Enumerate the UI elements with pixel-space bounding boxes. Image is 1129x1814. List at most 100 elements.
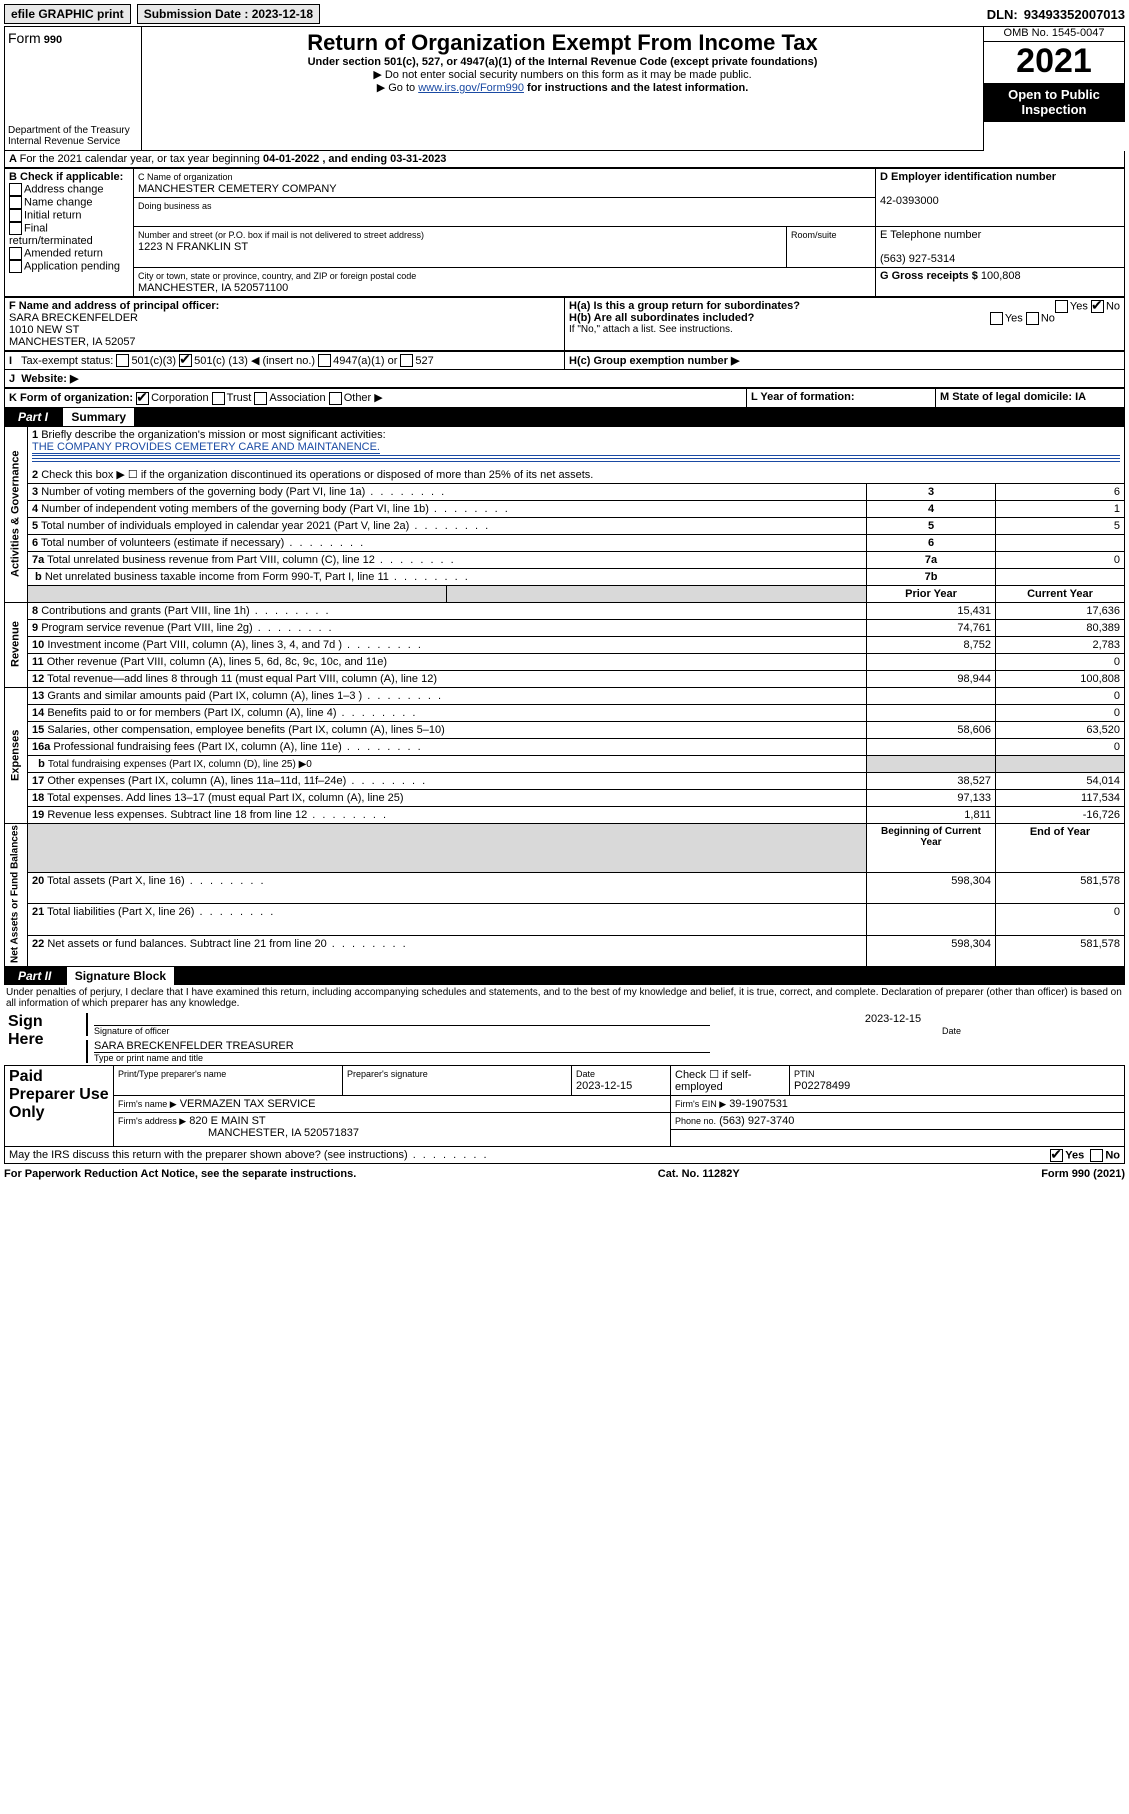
hb-yes-checkbox[interactable] <box>990 312 1003 325</box>
h-a: H(a) Is this a group return for subordin… <box>569 300 1120 312</box>
side-revenue: Revenue <box>5 602 28 687</box>
sign-here-label: Sign Here <box>4 1011 82 1065</box>
g-label: G Gross receipts $ <box>880 270 978 282</box>
no-label2: No <box>1041 312 1055 324</box>
other-checkbox[interactable] <box>329 392 342 405</box>
e-row-18: Total expenses. Add lines 13–17 (must eq… <box>47 792 403 804</box>
yes-label: Yes <box>1070 300 1088 312</box>
hb-no-checkbox[interactable] <box>1026 312 1039 325</box>
g-key-5: 5 <box>867 517 996 534</box>
q2-text: Check this box ▶ ☐ if the organization d… <box>41 469 593 481</box>
discuss-yes-checkbox[interactable] <box>1050 1149 1063 1162</box>
name-title-label: Type or print name and title <box>94 1053 1121 1063</box>
officer-addr1: 1010 NEW ST <box>9 324 79 336</box>
r-p-9: 74,761 <box>867 619 996 636</box>
e-p-19: 1,811 <box>867 806 996 823</box>
r-c-12: 100,808 <box>996 670 1125 687</box>
g-val-6 <box>996 534 1125 551</box>
g-key-6: 6 <box>867 534 996 551</box>
part-ii-label: Part II <box>10 967 59 985</box>
officer-addr2: MANCHESTER, IA 52057 <box>9 336 136 348</box>
r-c-10: 2,783 <box>996 636 1125 653</box>
a-end: 03-31-2023 <box>390 153 446 165</box>
top-bar: efile GRAPHIC print Submission Date : 20… <box>4 4 1125 24</box>
initial-return-checkbox[interactable] <box>9 209 22 222</box>
ha-no-checkbox[interactable] <box>1091 300 1104 313</box>
side-governance: Activities & Governance <box>5 426 28 602</box>
n-c-22: 581,578 <box>996 935 1125 966</box>
submission-date: 2023-12-18 <box>252 7 313 21</box>
g-val-3: 6 <box>996 483 1125 500</box>
n-row-22: Net assets or fund balances. Subtract li… <box>47 938 407 950</box>
g-key-7b: 7b <box>867 568 996 585</box>
addr-change-checkbox[interactable] <box>9 183 22 196</box>
prep-name-label: Print/Type preparer's name <box>118 1069 226 1079</box>
n-c-20: 581,578 <box>996 873 1125 904</box>
e-c-13: 0 <box>996 687 1125 704</box>
form-number: 990 <box>44 34 62 46</box>
a-begin: 04-01-2022 <box>263 153 319 165</box>
b-opt-4: Amended return <box>24 247 103 259</box>
e-p-14 <box>867 704 996 721</box>
e-c-18: 117,534 <box>996 789 1125 806</box>
r-row-9: Program service revenue (Part VIII, line… <box>41 622 333 634</box>
dln-label: DLN: <box>987 7 1018 22</box>
room-label: Room/suite <box>791 230 837 240</box>
k-other: Other ▶ <box>344 392 383 404</box>
telephone: (563) 927-5314 <box>880 253 955 265</box>
501c-checkbox[interactable] <box>179 354 192 367</box>
corp-checkbox[interactable] <box>136 392 149 405</box>
i-o2: 501(c) ( <box>194 355 232 367</box>
prep-sig-label: Preparer's signature <box>347 1069 428 1079</box>
b-label: B Check if applicable: <box>9 171 123 183</box>
r-row-10: Investment income (Part VIII, column (A)… <box>47 639 423 651</box>
g-val-4: 1 <box>996 500 1125 517</box>
discuss-no: No <box>1105 1149 1120 1161</box>
irs-link[interactable]: www.irs.gov/Form990 <box>418 82 524 94</box>
i-o1: 501(c)(3) <box>131 355 176 367</box>
ein-value: 42-0393000 <box>880 195 939 207</box>
r-row-11: Other revenue (Part VIII, column (A), li… <box>47 656 387 668</box>
r-row-12: Total revenue—add lines 8 through 11 (mu… <box>47 673 437 685</box>
sub3-post: for instructions and the latest informat… <box>527 82 748 94</box>
name-change-checkbox[interactable] <box>9 196 22 209</box>
trust-checkbox[interactable] <box>212 392 225 405</box>
h-note: If "No," attach a list. See instructions… <box>569 324 1120 335</box>
k-trust: Trust <box>227 392 252 404</box>
app-pending-checkbox[interactable] <box>9 260 22 273</box>
submission-label: Submission Date : <box>144 7 249 21</box>
discuss-line: May the IRS discuss this return with the… <box>4 1147 1125 1164</box>
discuss-no-checkbox[interactable] <box>1090 1149 1103 1162</box>
527-checkbox[interactable] <box>400 354 413 367</box>
efile-print-button[interactable]: efile GRAPHIC print <box>4 4 131 24</box>
street-address: 1223 N FRANKLIN ST <box>138 241 248 253</box>
ha-yes-checkbox[interactable] <box>1055 300 1068 313</box>
firm-addr-label: Firm's address ▶ <box>118 1116 186 1126</box>
4947-checkbox[interactable] <box>318 354 331 367</box>
gross-receipts: 100,808 <box>981 270 1021 282</box>
final-return-checkbox[interactable] <box>9 222 22 235</box>
e-row-13: Grants and similar amounts paid (Part IX… <box>47 690 443 702</box>
open-to-public: Open to Public Inspection <box>984 83 1124 121</box>
501c3-checkbox[interactable] <box>116 354 129 367</box>
r-p-10: 8,752 <box>867 636 996 653</box>
g-row-4: Number of independent voting members of … <box>41 503 510 515</box>
prep-date: 2023-12-15 <box>576 1080 632 1092</box>
b-opt-2: Initial return <box>24 209 81 221</box>
g-val-7a: 0 <box>996 551 1125 568</box>
form-subtitle-2: ▶ Do not enter social security numbers o… <box>145 68 980 81</box>
r-c-8: 17,636 <box>996 602 1125 619</box>
self-emp-check: Check ☐ if self-employed <box>671 1065 790 1095</box>
page-footer: For Paperwork Reduction Act Notice, see … <box>4 1164 1125 1184</box>
e-row-14: Benefits paid to or for members (Part IX… <box>47 707 417 719</box>
g-val-5: 5 <box>996 517 1125 534</box>
officer-signed-name: SARA BRECKENFELDER TREASURER <box>94 1040 294 1052</box>
phone-label: Phone no. <box>675 1116 716 1126</box>
m-label: M State of legal domicile: IA <box>940 391 1086 403</box>
amended-return-checkbox[interactable] <box>9 247 22 260</box>
e-p-17: 38,527 <box>867 772 996 789</box>
dba-label: Doing business as <box>138 201 212 211</box>
assoc-checkbox[interactable] <box>254 392 267 405</box>
no-label: No <box>1106 300 1120 312</box>
g-row-6: Total number of volunteers (estimate if … <box>41 537 365 549</box>
